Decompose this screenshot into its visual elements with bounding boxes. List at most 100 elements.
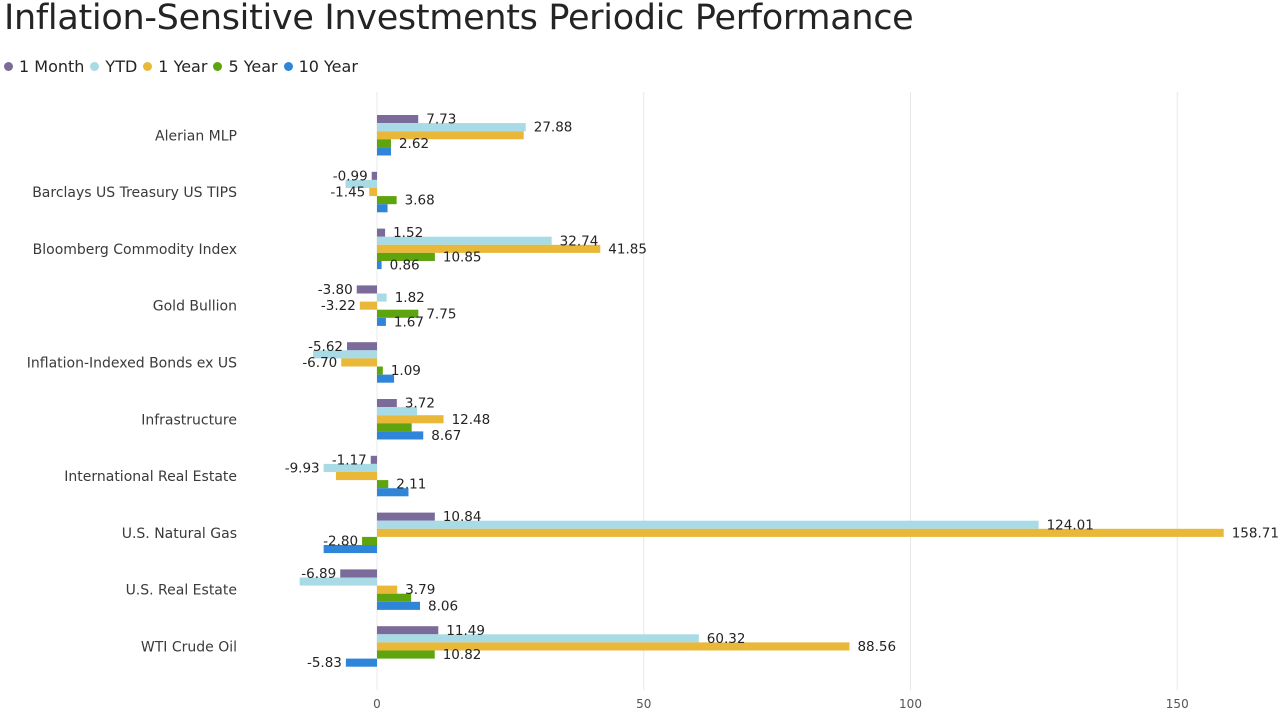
bar-1-month-gold-bullion <box>356 285 377 294</box>
bar-5-year-international-real-estate <box>377 480 389 489</box>
legend-marker-1-month <box>4 62 13 71</box>
data-label-1-year-wti-crude-oil: 88.56 <box>857 639 896 655</box>
bar-1-month-barclays-us-treasury-us-tips <box>371 171 377 180</box>
data-label-1-month-u-s-natural-gas: 10.84 <box>443 509 482 525</box>
category-label-wti-crude-oil: WTI Crude Oil <box>141 639 237 655</box>
data-label-ytd-international-real-estate: -9.93 <box>285 460 320 476</box>
legend-item-10-year[interactable]: 10 Year <box>283 57 358 76</box>
data-label-1-year-infrastructure: 12.48 <box>452 412 491 428</box>
x-tick-label: 50 <box>636 697 651 711</box>
data-label-1-month-alerian-mlp: 7.73 <box>426 112 456 128</box>
data-label-1-month-barclays-us-treasury-us-tips: -0.99 <box>333 168 368 184</box>
x-tick-label: 100 <box>899 697 922 711</box>
bar-1-year-wti-crude-oil <box>377 642 850 651</box>
bar-10-year-gold-bullion <box>377 317 386 326</box>
data-label-5-year-u-s-natural-gas: -2.80 <box>323 533 358 549</box>
data-label-1-year-gold-bullion: -3.22 <box>321 298 356 314</box>
data-label-5-year-international-real-estate: 2.11 <box>396 477 426 493</box>
bar-5-year-gold-bullion <box>377 309 419 318</box>
bar-5-year-bloomberg-commodity-index <box>377 252 435 261</box>
bar-10-year-infrastructure <box>377 431 424 440</box>
category-label-alerian-mlp: Alerian MLP <box>155 128 237 144</box>
data-label-1-month-bloomberg-commodity-index: 1.52 <box>393 225 423 241</box>
bar-1-year-inflation-indexed-bonds-ex-us <box>341 358 377 367</box>
legend-item-5-year[interactable]: 5 Year <box>213 57 278 76</box>
bar-1-year-bloomberg-commodity-index <box>377 244 601 253</box>
bar-1-month-u-s-real-estate <box>340 569 377 578</box>
bar-1-year-barclays-us-treasury-us-tips <box>369 188 377 197</box>
bar-10-year-u-s-real-estate <box>377 601 421 610</box>
data-label-ytd-gold-bullion: 1.82 <box>395 290 425 306</box>
bar-1-month-bloomberg-commodity-index <box>377 228 386 237</box>
bar-5-year-wti-crude-oil <box>377 650 435 659</box>
data-label-1-year-barclays-us-treasury-us-tips: -1.45 <box>330 185 365 201</box>
legend-marker-5-year <box>213 62 223 71</box>
data-label-1-year-u-s-real-estate: 3.79 <box>405 582 435 598</box>
bar-ytd-u-s-real-estate <box>299 577 377 586</box>
bar-5-year-infrastructure <box>377 423 412 432</box>
bar-ytd-gold-bullion <box>377 293 387 302</box>
category-label-international-real-estate: International Real Estate <box>64 469 237 485</box>
bar-5-year-u-s-natural-gas <box>362 536 377 545</box>
bar-1-month-inflation-indexed-bonds-ex-us <box>347 342 377 351</box>
bar-10-year-inflation-indexed-bonds-ex-us <box>377 374 395 383</box>
data-label-1-month-infrastructure: 3.72 <box>405 396 435 412</box>
data-label-10-year-wti-crude-oil: -5.83 <box>307 655 342 671</box>
bar-1-month-wti-crude-oil <box>377 626 439 635</box>
data-label-5-year-bloomberg-commodity-index: 10.85 <box>443 249 482 265</box>
bar-10-year-alerian-mlp <box>377 147 391 156</box>
legend-item-1-month[interactable]: 1 Month <box>4 57 84 76</box>
legend-marker-ytd <box>90 62 100 71</box>
data-label-ytd-u-s-natural-gas: 124.01 <box>1047 517 1094 533</box>
legend-item-1-year[interactable]: 1 Year <box>143 57 207 76</box>
legend-label: YTD <box>105 57 138 76</box>
data-label-5-year-alerian-mlp: 2.62 <box>399 136 429 152</box>
bar-ytd-alerian-mlp <box>377 123 526 132</box>
category-label-gold-bullion: Gold Bullion <box>153 299 237 315</box>
bar-5-year-u-s-real-estate <box>377 593 412 602</box>
bar-1-month-u-s-natural-gas <box>377 512 435 521</box>
x-tick-label: 0 <box>373 697 381 711</box>
category-label-u-s-natural-gas: U.S. Natural Gas <box>122 526 237 542</box>
bar-ytd-inflation-indexed-bonds-ex-us <box>312 350 377 359</box>
bar-10-year-international-real-estate <box>377 488 409 497</box>
bar-10-year-u-s-natural-gas <box>323 545 377 554</box>
data-label-10-year-gold-bullion: 1.67 <box>394 314 424 330</box>
legend-label: 5 Year <box>228 57 278 76</box>
data-label-5-year-inflation-indexed-bonds-ex-us: 1.09 <box>391 363 421 379</box>
data-label-1-year-bloomberg-commodity-index: 41.85 <box>608 241 647 257</box>
legend-item-ytd[interactable]: YTD <box>90 57 137 76</box>
bar-ytd-u-s-natural-gas <box>377 520 1039 529</box>
bar-1-year-alerian-mlp <box>377 131 524 140</box>
bar-ytd-bloomberg-commodity-index <box>377 236 552 245</box>
legend-marker-1-year <box>143 62 153 71</box>
data-label-10-year-bloomberg-commodity-index: 0.86 <box>390 258 420 274</box>
legend-marker-10-year <box>283 62 293 71</box>
bar-1-month-alerian-mlp <box>377 115 419 124</box>
legend-label: 1 Month <box>19 57 85 76</box>
bar-ytd-barclays-us-treasury-us-tips <box>345 179 377 188</box>
bar-1-month-international-real-estate <box>370 455 377 464</box>
data-label-5-year-wti-crude-oil: 10.82 <box>443 647 482 663</box>
bar-1-year-international-real-estate <box>335 472 377 481</box>
data-label-1-month-inflation-indexed-bonds-ex-us: -5.62 <box>308 339 343 355</box>
data-label-1-year-inflation-indexed-bonds-ex-us: -6.70 <box>302 355 337 371</box>
legend-label: 1 Year <box>158 57 208 76</box>
bar-ytd-wti-crude-oil <box>377 634 699 643</box>
legend: 1 Month YTD 1 Year 5 Year 10 Year <box>4 57 364 76</box>
bar-5-year-barclays-us-treasury-us-tips <box>377 196 397 205</box>
bar-ytd-infrastructure <box>377 407 418 416</box>
category-label-barclays-us-treasury-us-tips: Barclays US Treasury US TIPS <box>32 185 237 201</box>
data-label-10-year-u-s-real-estate: 8.06 <box>428 598 458 614</box>
data-label-1-month-international-real-estate: -1.17 <box>332 452 367 468</box>
bar-ytd-international-real-estate <box>323 463 377 472</box>
data-label-ytd-wti-crude-oil: 60.32 <box>707 631 746 647</box>
data-label-5-year-gold-bullion: 7.75 <box>426 306 456 322</box>
x-tick-label: 150 <box>1166 697 1189 711</box>
bar-1-year-u-s-natural-gas <box>377 528 1224 537</box>
bar-1-year-gold-bullion <box>359 301 377 310</box>
data-label-10-year-infrastructure: 8.67 <box>431 428 461 444</box>
legend-label: 10 Year <box>298 57 358 76</box>
category-label-infrastructure: Infrastructure <box>141 412 237 428</box>
